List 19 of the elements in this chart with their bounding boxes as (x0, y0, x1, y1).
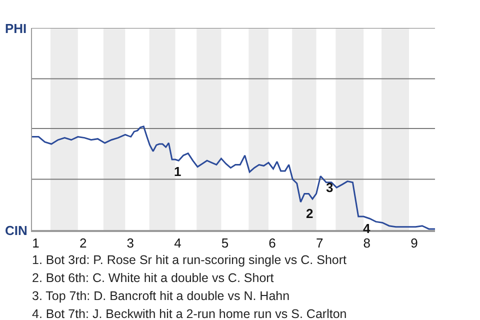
text: CIN (5, 223, 28, 238)
x-tick-label: 4 (174, 236, 182, 251)
x-tick-label: 3 (126, 236, 134, 251)
text: 4. Bot 7th: J. Beckwith hit a 2-run home run vs S. Carlton (32, 307, 347, 320)
text: 2. Bot 6th: C. White hit a double vs C. Short (32, 271, 274, 285)
annotation: 4 (363, 221, 371, 236)
x-tick-label: 9 (410, 236, 418, 251)
x-tick-label: 8 (363, 236, 371, 251)
text: PHI (5, 21, 27, 36)
text: 3. Top 7th: D. Bancroft hit a double vs N. Hahn (32, 289, 290, 303)
annotation: 1 (174, 164, 182, 179)
x-tick-label: 7 (316, 236, 324, 251)
x-tick-label: 5 (221, 236, 229, 251)
text: 1. Bot 3rd: P. Rose Sr hit a run-scoring single vs C. Short (32, 253, 348, 267)
x-tick-label: 1 (32, 236, 40, 251)
x-tick-label: 6 (268, 236, 276, 251)
annotation: 2 (306, 206, 314, 221)
x-tick-label: 2 (79, 236, 87, 251)
annotation: 3 (326, 180, 334, 195)
